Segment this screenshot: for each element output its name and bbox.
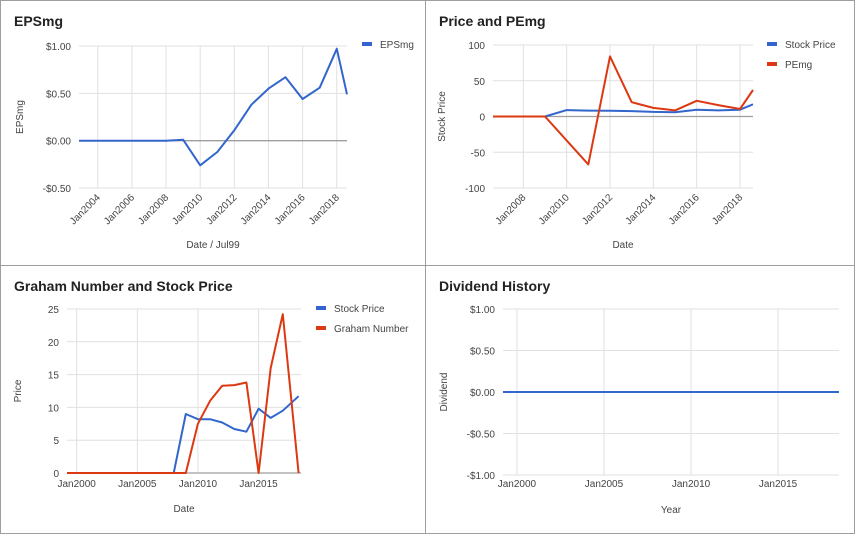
x-tick-label: Jan2016: [667, 192, 702, 227]
chart-2-layer: 0 5 10 15 20 25 Jan2000 Jan2005 Jan2010 Jan2015 Da…: [13, 304, 409, 515]
x-tick-label: Jan2000: [58, 479, 97, 490]
x-tick-label: Jan2018: [710, 192, 745, 227]
chart-3-layer: -$1.00 -$0.50 $0.00 $0.50 $1.00 Jan2000 Jan200…: [439, 305, 839, 516]
graham-chart: 0 5 10 15 20 25 Jan2000 Jan2005 Jan2010 Jan2015 Da…: [13, 304, 409, 515]
y-axis-title: Stock Price: [437, 91, 448, 142]
x-axis-title: Date: [612, 240, 634, 251]
series-line-epsmg: [79, 47, 348, 167]
legend-label: Graham Number: [334, 324, 409, 335]
y-tick-label: $0.50: [470, 347, 495, 358]
y-tick-label: 100: [468, 41, 485, 52]
x-tick-label: Jan2006: [102, 192, 137, 227]
x-tick-label: Jan2015: [759, 479, 798, 490]
dividend-chart-title: Dividend History: [439, 278, 551, 294]
legend-swatch: [767, 42, 777, 46]
series-line-graham-number: [67, 313, 300, 474]
y-tick-label: 20: [48, 338, 60, 349]
series-line-stock-price: [67, 395, 300, 474]
x-tick-label: Jan2012: [205, 192, 240, 227]
x-tick-label: Jan2010: [170, 192, 205, 227]
legend-swatch: [316, 306, 326, 310]
x-tick-label: Jan2014: [239, 192, 274, 227]
eps-chart-panel: EPSmg -$0.50 $0.00 $0.50 $1.00 Jan2004 Jan200…: [0, 0, 426, 266]
y-tick-label: 25: [48, 305, 60, 316]
y-tick-label: 5: [53, 436, 59, 447]
y-tick-label: 50: [474, 77, 486, 88]
y-tick-label: $0.50: [46, 89, 71, 100]
y-tick-label: -$1.00: [467, 471, 496, 482]
y-tick-label: -$0.50: [467, 430, 496, 441]
x-tick-label: Jan2016: [273, 192, 308, 227]
legend-swatch: [362, 42, 372, 46]
y-axis-title: EPSmg: [15, 100, 26, 134]
legend-swatch: [767, 62, 777, 66]
legend-label: Stock Price: [334, 304, 385, 315]
x-tick-label: Jan2008: [136, 192, 171, 227]
price-pe-chart-title: Price and PEmg: [439, 13, 546, 29]
legend-swatch: [316, 326, 326, 330]
x-tick-label: Jan2018: [307, 192, 342, 227]
y-tick-label: $1.00: [470, 305, 495, 316]
x-tick-label: Jan2015: [239, 479, 278, 490]
y-axis-title: Dividend: [439, 373, 450, 412]
y-tick-label: 0: [53, 469, 59, 480]
y-tick-label: $1.00: [46, 42, 71, 53]
y-tick-label: $0.00: [470, 388, 495, 399]
price-pe-chart-panel: Price and PEmg -100 -50 0 50 100 Jan2008 Jan20…: [425, 0, 855, 266]
x-tick-label: Jan2010: [537, 192, 572, 227]
graham-chart-title: Graham Number and Stock Price: [14, 278, 233, 294]
legend-label: PEmg: [785, 60, 812, 71]
x-tick-label: Jan2004: [68, 192, 103, 227]
legend-label: Stock Price: [785, 40, 836, 51]
price-pe-chart: -100 -50 0 50 100 Jan2008 Jan2010 Jan2012 Jan201…: [437, 40, 836, 251]
y-tick-label: 15: [48, 371, 60, 382]
y-tick-label: 0: [479, 113, 485, 124]
y-tick-label: $0.00: [46, 137, 71, 148]
y-axis-title: Price: [13, 379, 24, 402]
eps-chart-title: EPSmg: [14, 13, 64, 29]
y-tick-label: -100: [465, 184, 485, 195]
x-tick-label: Jan2010: [179, 479, 218, 490]
x-tick-label: Jan2014: [624, 192, 659, 227]
x-axis-title: Date / Jul99: [186, 240, 240, 251]
y-tick-label: -$0.50: [43, 184, 72, 195]
dividend-chart-panel: Dividend History -$1.00 -$0.50 $0.00 $0.50 $…: [425, 265, 855, 534]
dividend-chart: -$1.00 -$0.50 $0.00 $0.50 $1.00 Jan2000 Jan200…: [439, 305, 839, 516]
legend-label: EPSmg: [380, 40, 414, 51]
series-line-stock-price: [493, 103, 754, 118]
x-tick-label: Jan2012: [580, 192, 615, 227]
x-tick-label: Jan2005: [585, 479, 624, 490]
x-tick-label: Jan2010: [672, 479, 711, 490]
y-tick-label: -50: [471, 148, 486, 159]
series-line-pemg: [493, 55, 754, 166]
graham-chart-panel: Graham Number and Stock Price 0 5 10 15 20 25…: [0, 265, 426, 534]
x-axis-title: Year: [661, 505, 682, 516]
y-tick-label: 10: [48, 403, 60, 414]
x-tick-label: Jan2005: [118, 479, 157, 490]
x-tick-label: Jan2008: [494, 192, 529, 227]
x-axis-title: Date: [173, 504, 195, 515]
x-tick-label: Jan2000: [498, 479, 537, 490]
chart-1-layer: -100 -50 0 50 100 Jan2008 Jan2010 Jan2012 Jan201…: [437, 40, 836, 251]
